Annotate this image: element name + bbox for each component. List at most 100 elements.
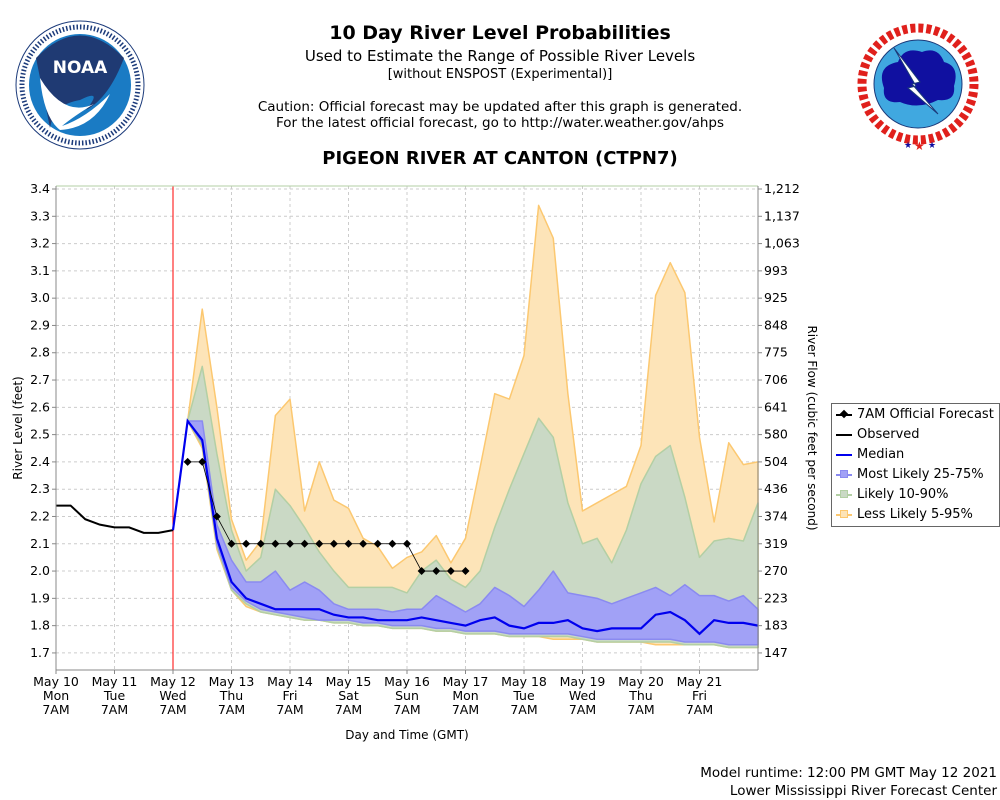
x-tick-day: Wed <box>569 688 596 703</box>
square-swatch-icon <box>836 469 852 478</box>
x-tick-date: May 13 <box>209 674 255 689</box>
legend-label: Most Likely 25-75% <box>857 467 984 482</box>
svg-text:★: ★ <box>928 141 936 151</box>
forecast-point <box>329 539 338 548</box>
chart-subtitle: Used to Estimate the Range of Possible R… <box>304 47 696 65</box>
square-swatch-icon <box>836 489 852 498</box>
x-tick-time: 7AM <box>393 702 420 717</box>
x-tick-day: Mon <box>452 688 478 703</box>
x-tick-day: Thu <box>219 688 243 703</box>
x-tick-day: Thu <box>628 688 652 703</box>
forecast-point <box>286 539 294 548</box>
x-tick-day: Wed <box>159 688 186 703</box>
y-tick-label-right: 580 <box>764 427 788 442</box>
chart-title: 10 Day River Level Probabilities <box>329 22 671 44</box>
axes: 3.4 1,212 3.3 1,137 3.2 1,063 3.1 993 3.0 925 2.9 8… <box>30 181 800 717</box>
x-tick-day: Tue <box>103 688 126 703</box>
y-tick-label: 2.6 <box>30 399 50 414</box>
line-swatch-icon <box>836 433 852 436</box>
y-tick-label: 2.4 <box>30 454 50 469</box>
forecast-point <box>344 539 353 548</box>
y-tick-label: 1.7 <box>30 645 50 660</box>
svg-text:★: ★ <box>904 141 912 151</box>
square-swatch-icon <box>836 509 852 518</box>
forecast-point <box>403 539 411 548</box>
y-tick-label: 2.0 <box>30 563 50 578</box>
x-tick-date: May 17 <box>443 674 489 689</box>
svg-text:★: ★ <box>914 139 925 152</box>
x-tick-time: 7AM <box>101 702 128 717</box>
line-swatch-icon <box>836 453 852 456</box>
y-tick-label: 2.7 <box>30 372 50 387</box>
station-name: PIGEON RIVER AT CANTON (CTPN7) <box>322 148 678 169</box>
forecast-point <box>446 567 455 576</box>
caution-text: Caution: Official forecast may be update… <box>257 99 743 115</box>
y-tick-label-right: 641 <box>764 399 788 414</box>
y-tick-label-right: 775 <box>764 345 788 360</box>
x-tick-date: May 16 <box>384 674 430 689</box>
y-tick-label: 1.8 <box>30 618 50 633</box>
y-tick-label: 2.5 <box>30 427 50 442</box>
y-tick-label-right: 319 <box>764 536 788 551</box>
series-lines <box>56 186 759 670</box>
x-tick-time: 7AM <box>42 702 69 717</box>
x-tick-time: 7AM <box>569 702 596 717</box>
x-tick-date: May 18 <box>501 674 547 689</box>
forecast-point <box>300 539 309 548</box>
x-tick-time: 7AM <box>335 702 362 717</box>
y-tick-label: 2.9 <box>30 317 50 332</box>
forecast-point <box>183 457 192 466</box>
x-tick-day: Fri <box>692 688 707 703</box>
x-tick-date: May 20 <box>618 674 664 689</box>
x-tick-date: May 12 <box>150 674 196 689</box>
y-tick-label: 1.9 <box>30 590 50 605</box>
x-tick-date: May 10 <box>33 674 79 689</box>
legend: 7AM Official Forecast Observed Median Mo… <box>831 403 1000 527</box>
y-tick-label-right: 374 <box>764 508 788 523</box>
forecast-point <box>198 457 207 466</box>
x-tick-day: Sun <box>395 688 419 703</box>
chart-subtitle-2: [without ENSPOST (Experimental)] <box>387 67 613 82</box>
y-tick-label: 3.0 <box>30 290 50 305</box>
y-axis-right-label: River Flow (cubic feet per second) <box>805 325 819 530</box>
forecast-point <box>388 539 397 548</box>
y-tick-label-right: 1,063 <box>764 236 800 251</box>
legend-item-forecast: 7AM Official Forecast <box>836 405 994 425</box>
x-tick-time: 7AM <box>276 702 303 717</box>
forecast-point <box>271 539 280 548</box>
y-tick-label: 2.2 <box>30 508 50 523</box>
y-tick-label-right: 925 <box>764 290 788 305</box>
model-runtime: Model runtime: 12:00 PM GMT May 12 2021 <box>700 765 997 781</box>
legend-item-10-90: Likely 10-90% <box>836 485 948 505</box>
legend-item-25-75: Most Likely 25-75% <box>836 465 984 485</box>
y-tick-label-right: 706 <box>764 372 788 387</box>
x-tick-day: Mon <box>43 688 69 703</box>
x-tick-time: 7AM <box>686 702 713 717</box>
x-tick-time: 7AM <box>627 702 654 717</box>
y-tick-label: 3.4 <box>30 181 50 196</box>
x-tick-time: 7AM <box>510 702 537 717</box>
legend-label: Likely 10-90% <box>857 487 949 502</box>
forecast-point <box>242 539 251 548</box>
forecast-point <box>227 539 236 548</box>
forecast-point <box>212 512 221 521</box>
y-tick-label-right: 223 <box>764 590 788 605</box>
x-tick-date: May 14 <box>267 674 313 689</box>
forecast-point <box>359 539 368 548</box>
x-tick-date: May 11 <box>92 674 138 689</box>
noaa-logo: NOAA <box>15 20 145 150</box>
legend-item-median: Median <box>836 445 904 465</box>
y-tick-label: 2.8 <box>30 345 50 360</box>
x-tick-date: May 19 <box>560 674 606 689</box>
x-tick-day: Tue <box>512 688 535 703</box>
nws-logo: ★ ★ ★ <box>857 23 979 152</box>
legend-item-5-95: Less Likely 5-95% <box>836 505 973 525</box>
x-tick-date: May 21 <box>677 674 723 689</box>
legend-label: 7AM Official Forecast <box>857 407 994 422</box>
forecast-point <box>461 567 470 576</box>
y-tick-label-right: 147 <box>764 645 788 660</box>
forecast-point <box>373 539 382 548</box>
x-tick-date: May 15 <box>326 674 372 689</box>
forecast-point <box>256 539 265 548</box>
